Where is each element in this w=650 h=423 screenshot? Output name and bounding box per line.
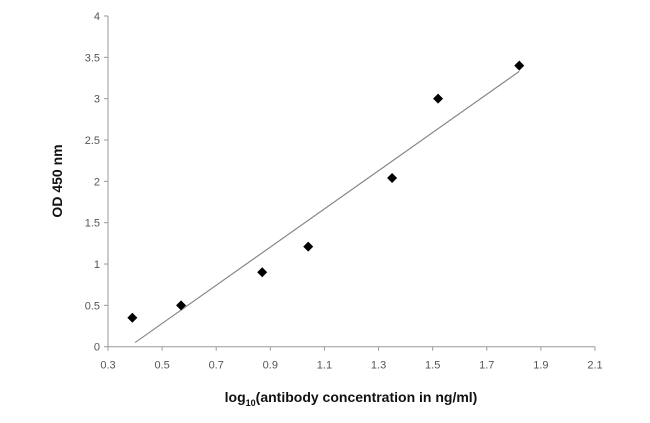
y-tick-label: 4 bbox=[94, 11, 100, 23]
x-tick-label: 2.1 bbox=[587, 360, 602, 372]
x-tick-label: 0.7 bbox=[209, 360, 224, 372]
y-tick-label: 2.5 bbox=[85, 135, 100, 147]
x-axis-title-log: log bbox=[225, 389, 246, 405]
data-point bbox=[433, 93, 444, 104]
x-tick-label: 1.1 bbox=[317, 360, 332, 372]
y-tick-label: 0.5 bbox=[85, 300, 100, 312]
data-point bbox=[303, 241, 314, 252]
y-tick-label: 1 bbox=[94, 259, 100, 271]
x-axis-title-subscript: 10 bbox=[246, 398, 256, 408]
x-tick-label: 1.9 bbox=[533, 360, 548, 372]
data-point bbox=[257, 267, 268, 278]
x-tick-label: 1.3 bbox=[371, 360, 386, 372]
y-tick-label: 0 bbox=[94, 342, 100, 354]
data-point bbox=[514, 60, 525, 71]
x-axis-title-rest: (antibody concentration in ng/ml) bbox=[256, 389, 478, 405]
x-tick-label: 1.5 bbox=[425, 360, 440, 372]
x-tick-label: 0.9 bbox=[263, 360, 278, 372]
y-tick-label: 3.5 bbox=[85, 52, 100, 64]
y-tick-label: 2 bbox=[94, 176, 100, 188]
data-point bbox=[176, 300, 187, 311]
trendline bbox=[134, 70, 520, 344]
x-tick-label: 0.3 bbox=[100, 360, 115, 372]
y-tick-label: 1.5 bbox=[85, 218, 100, 230]
x-tick-label: 0.5 bbox=[154, 360, 169, 372]
x-axis-title: log10(antibody concentration in ng/ml) bbox=[225, 389, 478, 408]
data-point bbox=[387, 173, 398, 184]
data-point bbox=[127, 312, 138, 323]
y-axis-title: OD 450 nm bbox=[49, 144, 65, 217]
x-axis-ticks: 0.3 0.5 0.7 0.9 1.1 1.3 1.5 1.7 1.9 2.1 bbox=[100, 346, 603, 372]
y-axis-ticks: 0 0.5 1 1.5 2 2.5 3 3.5 4 bbox=[85, 11, 108, 354]
data-points bbox=[127, 60, 525, 323]
x-tick-label: 1.7 bbox=[479, 360, 494, 372]
y-tick-label: 3 bbox=[94, 94, 100, 106]
